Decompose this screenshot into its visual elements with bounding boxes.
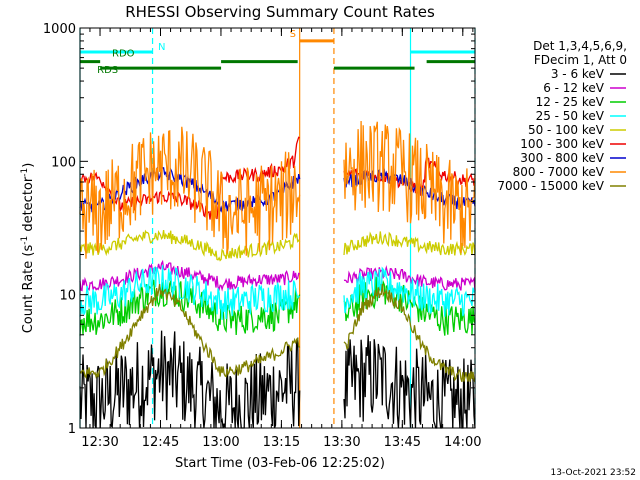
chart-title: RHESSI Observing Summary Count Rates xyxy=(125,3,435,21)
annotation-label-2: RDS xyxy=(97,65,118,76)
legend-label-3: 25 - 50 keV xyxy=(536,109,605,123)
generation-timestamp: 13-Oct-2021 23:52 xyxy=(551,468,636,478)
x-tick-label-2: 13:00 xyxy=(202,435,239,450)
legend-label-7: 800 - 7000 keV xyxy=(513,165,605,179)
x-tick-label-4: 13:30 xyxy=(323,435,360,450)
legend-label-1: 6 - 12 keV xyxy=(543,81,605,95)
x-tick-label-5: 13:45 xyxy=(384,435,421,450)
legend-header-line-1: Det 1,3,4,5,6,9, xyxy=(533,39,627,53)
x-tick-label-6: 14:00 xyxy=(444,435,481,450)
y-tick-label-2: 10 xyxy=(59,289,76,304)
axes: 1000 100 10 1 12:30 12:45 13:00 13:15 13:30 13:45… xyxy=(43,22,482,450)
x-tick-label-3: 13:15 xyxy=(263,435,300,450)
y-tick-label-1: 100 xyxy=(51,155,76,170)
legend-label-4: 50 - 100 keV xyxy=(528,123,605,137)
series-line-8 xyxy=(79,283,476,383)
series-line-4 xyxy=(79,229,476,262)
legend-label-6: 300 - 800 keV xyxy=(520,151,604,165)
x-tick-label-0: 12:30 xyxy=(81,435,118,450)
legend-label-2: 12 - 25 keV xyxy=(536,95,605,109)
x-axis-label: Start Time (03-Feb-06 12:25:02) xyxy=(175,456,385,471)
plot-frame xyxy=(79,27,476,429)
y-tick-label-3: 1 xyxy=(68,422,76,437)
y-axis-label: Count Rate (s-1 detector-1) xyxy=(20,163,36,334)
y-tick-label-0: 1000 xyxy=(43,22,76,37)
series-line-7 xyxy=(79,120,476,259)
legend-header-line-2: FDecim 1, Att 0 xyxy=(534,53,627,67)
annotation-label-3: S xyxy=(290,29,296,40)
plot-area: N RDO RDS S xyxy=(79,28,476,429)
series-line-1 xyxy=(79,259,476,292)
annotation-label-1: RDO xyxy=(112,49,135,60)
legend-label-5: 100 - 300 keV xyxy=(520,137,604,151)
legend-label-0: 3 - 6 keV xyxy=(551,67,605,81)
series-line-3 xyxy=(79,265,476,320)
annotation-label-0: N xyxy=(158,42,165,53)
x-tick-label-1: 12:45 xyxy=(142,435,179,450)
legend: Det 1,3,4,5,6,9, FDecim 1, Att 0 3 - 6 k… xyxy=(497,39,627,193)
series-line-0 xyxy=(79,330,476,429)
legend-label-8: 7000 - 15000 keV xyxy=(497,179,604,193)
